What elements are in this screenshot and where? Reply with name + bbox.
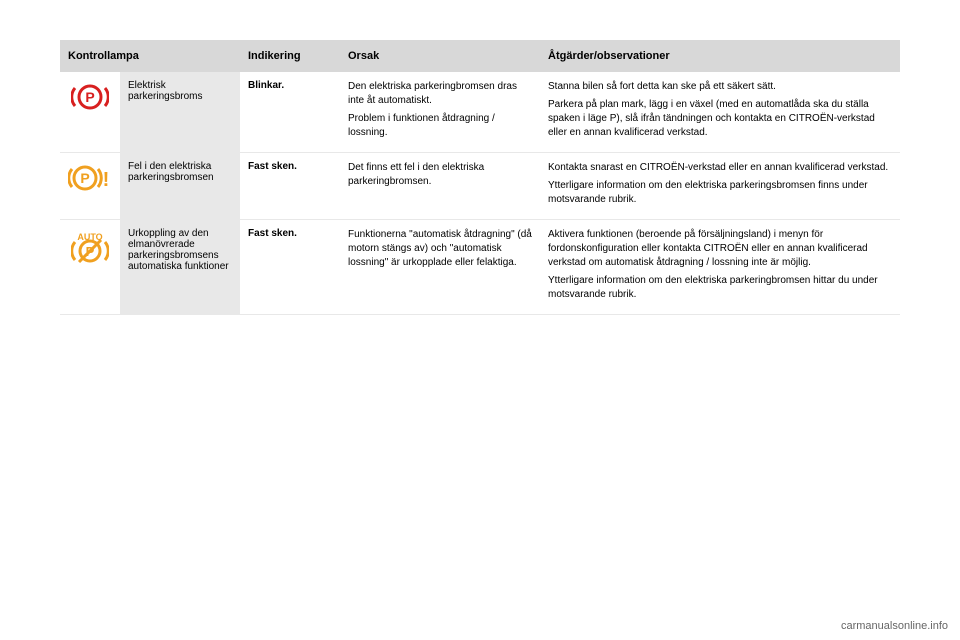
action-text: Parkera på plan mark, lägg i en växel (m… — [548, 98, 892, 140]
indicator-cell: Fast sken. — [240, 220, 340, 315]
table-row: AUTO P Urkoppling av den elmanövrerade p… — [60, 220, 900, 315]
footer-watermark: carmanualsonline.info — [841, 620, 948, 632]
svg-text:P: P — [80, 170, 89, 186]
parking-brake-fault-icon: P ! — [68, 163, 112, 193]
action-text: Aktivera funktionen (beroende på försälj… — [548, 228, 892, 270]
svg-text:P: P — [85, 89, 94, 105]
header-orsak: Orsak — [340, 40, 540, 72]
icon-cell: P — [60, 72, 120, 153]
icon-cell: AUTO P — [60, 220, 120, 315]
warning-lights-table: Kontrollampa Indikering Orsak Åtgärder/o… — [60, 40, 900, 315]
header-atgarder: Åtgärder/observationer — [540, 40, 900, 72]
action-text: Stanna bilen så fort detta kan ske på et… — [548, 80, 892, 94]
table-row: P ! Fel i den elektriska parkeringsbroms… — [60, 153, 900, 220]
cause-cell: Den elektriska parkeringbromsen dras int… — [340, 72, 540, 153]
action-text: Ytterligare information om den elektrisk… — [548, 179, 892, 207]
header-kontrollampa: Kontrollampa — [60, 40, 240, 72]
table-header-row: Kontrollampa Indikering Orsak Åtgärder/o… — [60, 40, 900, 72]
cause-text: Funktionerna "automatisk åtdragning" (då… — [348, 228, 532, 270]
cause-text: Det finns ett fel i den elektriska parke… — [348, 161, 532, 189]
indicator-cell: Fast sken. — [240, 153, 340, 220]
auto-parking-brake-icon: AUTO P — [71, 230, 109, 264]
cause-text: Problem i funktionen åtdragning / lossni… — [348, 112, 532, 140]
action-text: Ytterligare information om den elektrisk… — [548, 274, 892, 302]
parking-brake-icon: P — [71, 82, 109, 112]
warning-label: Urkoppling av den elmanövrerade parkerin… — [120, 220, 240, 315]
table-row: P Elektrisk parkeringsbromsBlinkar. Den e… — [60, 72, 900, 153]
action-cell: Aktivera funktionen (beroende på försälj… — [540, 220, 900, 315]
cause-cell: Funktionerna "automatisk åtdragning" (då… — [340, 220, 540, 315]
svg-text:!: ! — [103, 169, 110, 191]
action-cell: Stanna bilen så fort detta kan ske på et… — [540, 72, 900, 153]
action-text: Kontakta snarast en CITROËN-verkstad ell… — [548, 161, 892, 175]
indicator-cell: Blinkar. — [240, 72, 340, 153]
action-cell: Kontakta snarast en CITROËN-verkstad ell… — [540, 153, 900, 220]
warning-label: Elektrisk parkeringsbroms — [120, 72, 240, 153]
header-indikering: Indikering — [240, 40, 340, 72]
warning-label: Fel i den elektriska parkeringsbromsen — [120, 153, 240, 220]
cause-cell: Det finns ett fel i den elektriska parke… — [340, 153, 540, 220]
cause-text: Den elektriska parkeringbromsen dras int… — [348, 80, 532, 108]
icon-cell: P ! — [60, 153, 120, 220]
